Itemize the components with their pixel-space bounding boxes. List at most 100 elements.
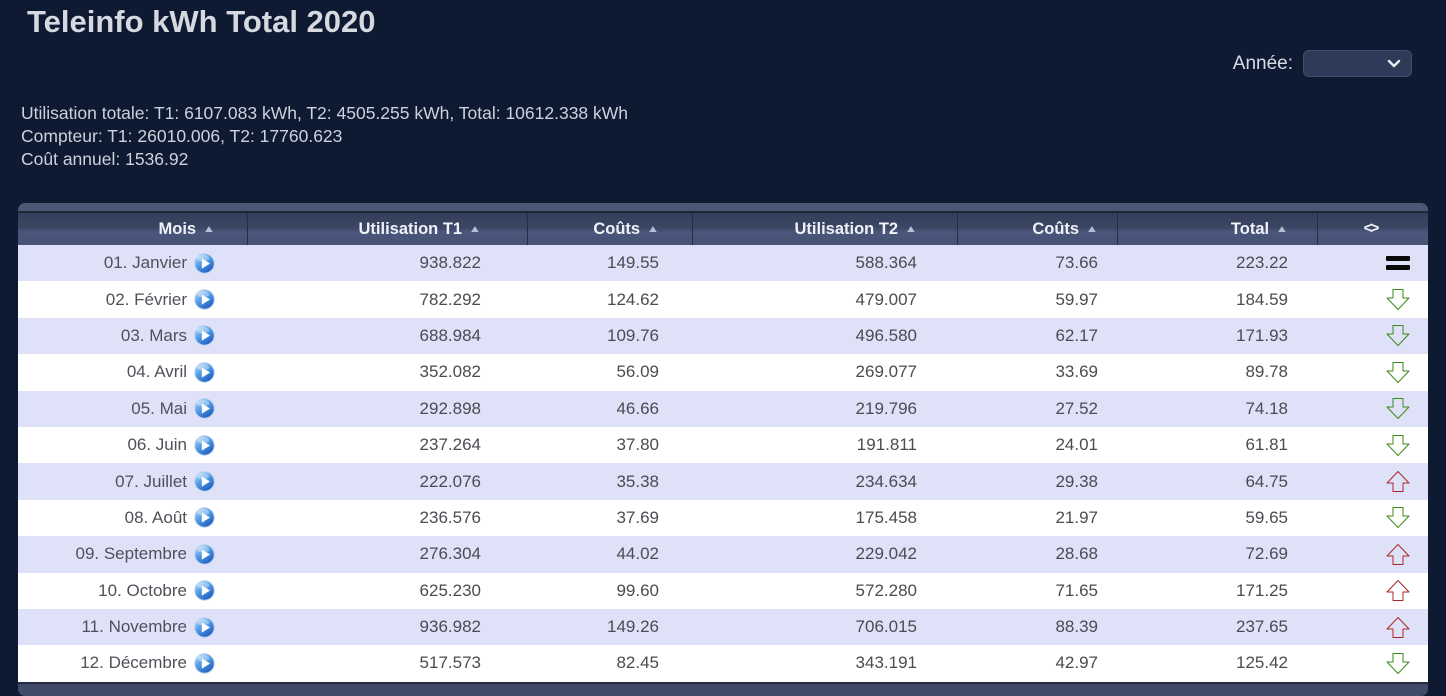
play-icon[interactable]: [194, 653, 215, 674]
chevron-down-icon: [1387, 59, 1401, 68]
total-cell: 171.93: [1236, 325, 1288, 345]
total-cell: 61.81: [1245, 435, 1288, 455]
trend-cell: [1318, 318, 1425, 354]
couts-t1-cell: 124.62: [607, 289, 659, 309]
page-title: Teleinfo kWh Total 2020: [27, 4, 376, 39]
utilisation-t2-cell: 479.007: [855, 289, 917, 309]
couts-t2-cell: 42.97: [1055, 653, 1098, 673]
trend-cell: [1318, 573, 1425, 609]
month-label: 02. Février: [105, 289, 187, 309]
utilisation-t1-cell: 276.304: [419, 544, 481, 564]
utilisation-t2-cell: 706.015: [855, 617, 917, 637]
total-cell: 72.69: [1245, 544, 1288, 564]
trend-cell: [1318, 354, 1425, 390]
utilisation-t1-cell: 625.230: [419, 580, 481, 600]
trend-cell: [1318, 391, 1425, 427]
month-cell: 08. Août: [18, 500, 248, 536]
total-cell: 59.65: [1245, 507, 1288, 527]
trend-cell: [1318, 645, 1425, 681]
year-label: Année:: [1232, 52, 1293, 74]
sort-asc-icon: ▲: [904, 223, 918, 235]
couts-t2-cell: 21.97: [1055, 507, 1098, 527]
column-header-trend[interactable]: <>: [1318, 213, 1425, 245]
table-row: 04. Avril 352.082 56.09 269.077 33.69 89…: [18, 354, 1428, 391]
month-cell: 03. Mars: [18, 318, 248, 354]
utilisation-t1-cell: 936.982: [419, 617, 481, 637]
utilisation-t1-cell: 782.292: [419, 289, 481, 309]
trend-up-icon: [1385, 543, 1411, 566]
couts-t1-cell: 149.55: [607, 253, 659, 273]
column-header-utilisation-t2[interactable]: Utilisation T2 ▲: [693, 213, 958, 245]
couts-t2-cell: 71.65: [1055, 580, 1098, 600]
utilisation-t1-cell: 352.082: [419, 362, 481, 382]
couts-t2-cell: 27.52: [1055, 398, 1098, 418]
trend-column-icon: <>: [1363, 220, 1380, 237]
couts-t1-cell: 109.76: [607, 325, 659, 345]
utilisation-t1-cell: 517.573: [419, 653, 481, 673]
month-cell: 12. Décembre: [18, 645, 248, 681]
total-cell: 64.75: [1245, 471, 1288, 491]
trend-cell: [1318, 281, 1425, 317]
month-cell: 01. Janvier: [18, 245, 248, 281]
column-header-mois[interactable]: Mois ▲: [18, 213, 248, 245]
play-icon[interactable]: [194, 507, 215, 529]
column-header-utilisation-t1[interactable]: Utilisation T1 ▲: [248, 213, 528, 245]
table-row: 03. Mars 688.984 109.76 496.580 62.17 17…: [18, 317, 1428, 355]
trend-cell: [1318, 245, 1425, 281]
couts-t1-cell: 149.26: [607, 617, 659, 637]
trend-down-icon: [1385, 506, 1411, 529]
trend-up-icon: [1385, 470, 1411, 493]
utilisation-t2-cell: 229.042: [855, 544, 917, 564]
month-label: 04. Avril: [126, 362, 187, 382]
table-footer-bar: [18, 681, 1428, 696]
sort-asc-icon: ▲: [468, 223, 482, 235]
table-row: 07. Juillet 222.076 35.38 234.634 29.38 …: [18, 463, 1428, 500]
trend-up-icon: [1385, 579, 1411, 602]
utilisation-t1-cell: 237.264: [419, 435, 481, 455]
play-icon[interactable]: [194, 580, 215, 601]
month-label: 01. Janvier: [103, 253, 187, 273]
utilisation-t1-cell: 236.576: [419, 507, 481, 527]
sort-asc-icon: ▲: [1085, 223, 1099, 235]
trend-down-icon: [1385, 652, 1411, 675]
table-row: 01. Janvier 938.822 149.55 588.364 73.66…: [18, 245, 1428, 282]
trend-cell: [1318, 463, 1425, 499]
couts-t2-cell: 33.69: [1055, 362, 1098, 382]
utilisation-t2-cell: 175.458: [855, 507, 917, 527]
column-header-total[interactable]: Total ▲: [1118, 213, 1318, 245]
trend-cell: [1318, 500, 1425, 536]
couts-t1-cell: 46.66: [616, 398, 659, 418]
couts-t1-cell: 35.38: [616, 471, 659, 491]
table-row: 12. Décembre 517.573 82.45 343.191 42.97…: [18, 645, 1428, 682]
play-icon[interactable]: [194, 434, 215, 456]
year-selector-row: Année:: [1233, 50, 1412, 77]
utilisation-t2-cell: 219.796: [855, 398, 917, 418]
monthly-table: Mois ▲ Utilisation T1 ▲ Coûts ▲ Utilisat…: [18, 203, 1428, 696]
trend-down-icon: [1385, 434, 1411, 457]
couts-t2-cell: 73.66: [1055, 253, 1098, 273]
month-cell: 10. Octobre: [18, 573, 248, 609]
total-cell: 237.65: [1236, 617, 1288, 637]
couts-t2-cell: 88.39: [1055, 617, 1098, 637]
month-label: 05. Mai: [131, 398, 187, 418]
utilisation-t2-cell: 496.580: [855, 325, 917, 345]
play-icon[interactable]: [194, 616, 215, 638]
utilisation-t2-cell: 234.634: [855, 471, 917, 491]
play-icon[interactable]: [194, 252, 215, 274]
year-select[interactable]: [1303, 50, 1412, 77]
play-icon[interactable]: [194, 544, 215, 565]
column-header-couts-t1[interactable]: Coûts ▲: [528, 213, 693, 245]
play-icon[interactable]: [194, 471, 215, 492]
utilisation-t2-cell: 343.191: [855, 653, 917, 673]
couts-t1-cell: 99.60: [616, 580, 659, 600]
trend-down-icon: [1385, 288, 1411, 311]
couts-t2-cell: 62.17: [1055, 325, 1098, 345]
play-icon[interactable]: [194, 325, 215, 347]
play-icon[interactable]: [194, 362, 215, 383]
couts-t2-cell: 29.38: [1055, 471, 1098, 491]
play-icon[interactable]: [194, 289, 215, 310]
column-header-couts-t2[interactable]: Coûts ▲: [958, 213, 1118, 245]
play-icon[interactable]: [194, 398, 215, 419]
utilisation-t1-cell: 938.822: [419, 253, 481, 273]
table-row: 09. Septembre 276.304 44.02 229.042 28.6…: [18, 536, 1428, 573]
